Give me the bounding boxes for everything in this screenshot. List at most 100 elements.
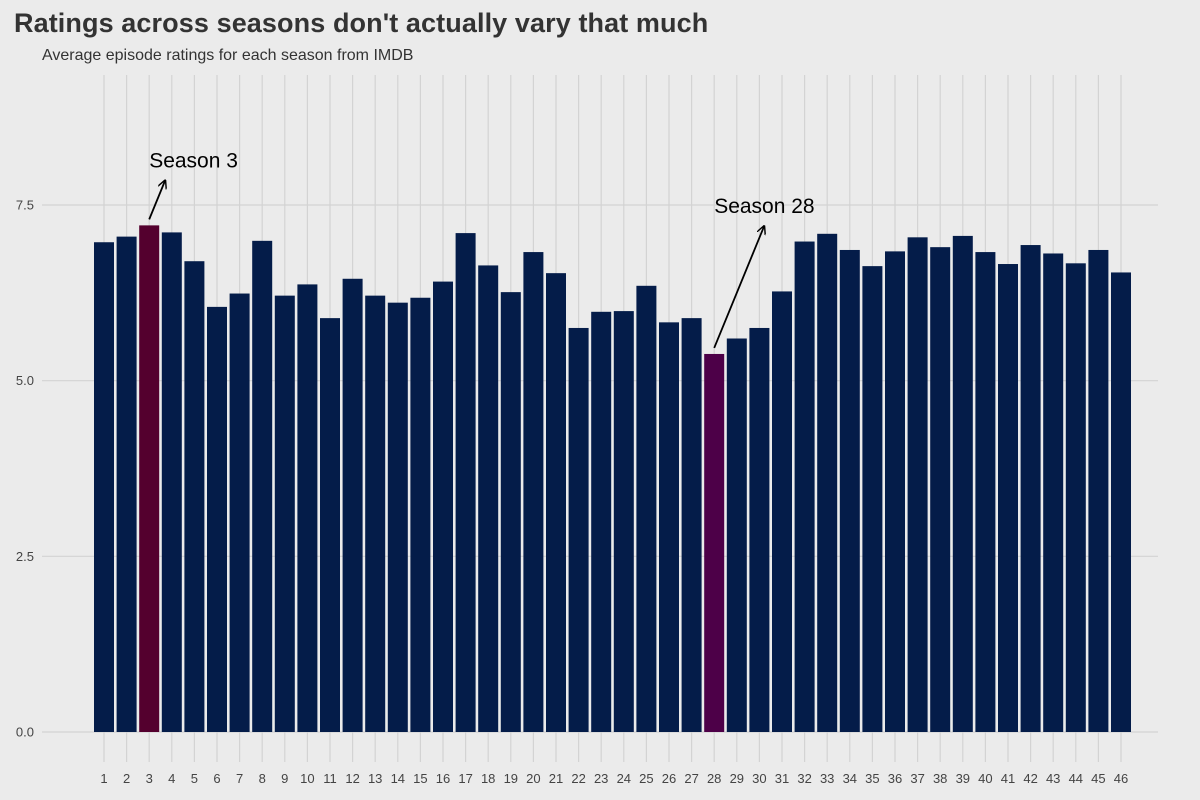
x-tick-label: 36 [888, 771, 902, 786]
bar-season-5 [184, 261, 205, 732]
x-tick-label: 38 [933, 771, 947, 786]
bar-season-41 [998, 264, 1018, 732]
bar-season-23 [591, 311, 612, 732]
bar-season-35 [862, 266, 883, 732]
bar-season-13 [365, 295, 386, 732]
x-tick-label: 9 [281, 771, 288, 786]
bar-season-2 [116, 236, 137, 732]
bar-season-14 [387, 302, 408, 732]
annotation-arrow [713, 226, 764, 349]
axis-labels: 0.02.55.07.51 2 3 4 5 6 7 8 9 10 11 12 13 14 15 16 17 18 1… [16, 197, 1128, 786]
chart-title: Ratings across seasons don't actually va… [14, 8, 709, 38]
x-tick-label: 37 [910, 771, 924, 786]
x-tick-label: 32 [797, 771, 811, 786]
bar-season-29 [726, 338, 747, 732]
x-tick-label: 17 [458, 771, 472, 786]
bar-season-42 [1020, 245, 1041, 732]
x-tick-label: 11 [323, 771, 337, 786]
x-tick-label: 21 [549, 771, 563, 786]
bars [94, 225, 1131, 733]
x-tick-label: 16 [436, 771, 450, 786]
bar-season-28 [704, 353, 725, 732]
x-tick-label: 27 [684, 771, 698, 786]
bar-season-21 [546, 273, 566, 732]
y-tick-label: 7.5 [16, 197, 34, 212]
bar-season-27 [681, 318, 702, 732]
x-tick-label: 23 [594, 771, 608, 786]
bar-season-46 [1111, 272, 1131, 732]
x-tick-label: 43 [1046, 771, 1060, 786]
y-tick-label: 2.5 [16, 549, 34, 564]
x-tick-label: 41 [1001, 771, 1015, 786]
bar-season-22 [568, 327, 589, 732]
x-tick-label: 44 [1069, 771, 1083, 786]
bar-season-7 [229, 293, 250, 732]
x-tick-label: 39 [956, 771, 970, 786]
bar-season-24 [613, 311, 634, 732]
bar-season-36 [885, 251, 905, 732]
annotation-label: Season 28 [714, 195, 814, 218]
bar-season-6 [207, 306, 227, 732]
x-tick-label: 24 [617, 771, 631, 786]
x-tick-label: 30 [752, 771, 766, 786]
x-tick-label: 12 [345, 771, 359, 786]
bar-season-18 [478, 265, 499, 732]
y-tick-label: 5.0 [16, 373, 34, 388]
bar-season-43 [1043, 253, 1064, 733]
bar-season-20 [523, 252, 544, 732]
bar-season-40 [975, 252, 996, 732]
bar-season-39 [952, 235, 973, 732]
bar-season-17 [455, 233, 476, 732]
x-tick-label: 5 [191, 771, 198, 786]
x-tick-label: 18 [481, 771, 495, 786]
bar-season-1 [94, 242, 114, 732]
bar-season-12 [342, 278, 363, 732]
x-tick-label: 22 [571, 771, 585, 786]
annotations: Season 3 Season 28 [148, 149, 815, 349]
bar-season-34 [839, 249, 860, 733]
x-tick-label: 42 [1023, 771, 1037, 786]
bar-season-30 [749, 327, 770, 732]
x-tick-label: 1 [100, 771, 107, 786]
x-tick-label: 3 [146, 771, 153, 786]
bar-season-4 [161, 232, 182, 732]
bar-season-33 [817, 233, 838, 733]
x-tick-label: 14 [391, 771, 405, 786]
x-tick-label: 6 [213, 771, 220, 786]
bar-season-9 [274, 295, 295, 732]
bar-season-10 [297, 284, 318, 732]
bar-season-16 [433, 281, 453, 732]
bar-season-32 [794, 241, 815, 732]
bar-season-25 [636, 285, 657, 732]
annotation-arrow [148, 180, 165, 220]
x-tick-label: 2 [123, 771, 130, 786]
bar-season-31 [772, 291, 792, 732]
x-tick-label: 10 [300, 771, 314, 786]
bar-season-11 [320, 318, 340, 732]
y-tick-label: 0.0 [16, 725, 34, 740]
bar-season-19 [500, 292, 521, 732]
x-tick-label: 13 [368, 771, 382, 786]
x-tick-label: 33 [820, 771, 834, 786]
chart-subtitle: Average episode ratings for each season … [42, 47, 414, 64]
x-tick-label: 25 [639, 771, 653, 786]
bar-season-45 [1088, 249, 1109, 733]
x-tick-label: 4 [168, 771, 175, 786]
bar-season-8 [252, 240, 273, 733]
x-tick-label: 26 [662, 771, 676, 786]
x-tick-label: 8 [259, 771, 266, 786]
bar-season-37 [907, 237, 928, 733]
x-tick-label: 31 [775, 771, 789, 786]
bar-season-38 [930, 247, 951, 732]
bar-season-15 [410, 297, 431, 732]
x-tick-label: 29 [730, 771, 744, 786]
bar-season-3 [139, 225, 160, 732]
x-tick-label: 15 [413, 771, 427, 786]
bar-season-44 [1065, 263, 1086, 732]
x-tick-label: 19 [504, 771, 518, 786]
bar-season-26 [659, 322, 679, 732]
x-tick-label: 20 [526, 771, 540, 786]
x-tick-label: 28 [707, 771, 721, 786]
x-tick-label: 34 [843, 771, 857, 786]
